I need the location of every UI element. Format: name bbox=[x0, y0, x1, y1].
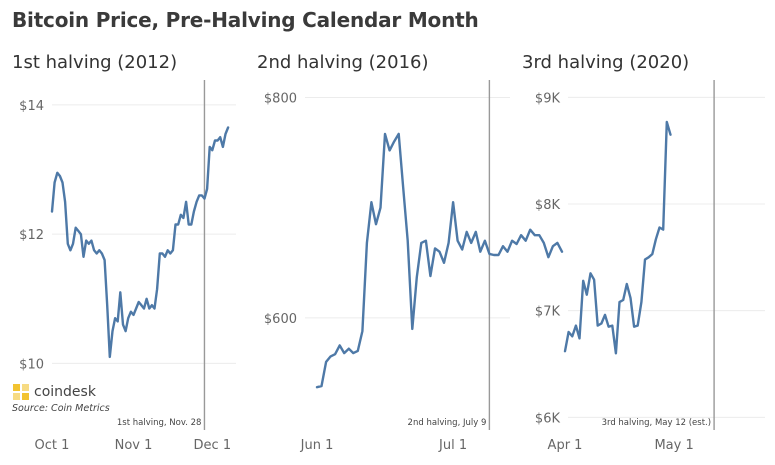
halving-label: 2nd halving, July 9 bbox=[408, 418, 487, 428]
x-tick-label: Jul 1 bbox=[438, 438, 467, 453]
y-tick-label: $14 bbox=[19, 99, 44, 114]
coindesk-logo-icon bbox=[13, 384, 29, 400]
x-tick-label: Apr 1 bbox=[548, 438, 583, 453]
y-tick-label: $6K bbox=[535, 411, 561, 426]
chart-panel-2: $600 $800 Jun 1 Jul 1 2nd halving, July 9 bbox=[264, 80, 564, 453]
panel-title-2020: 3rd halving (2020) bbox=[522, 52, 690, 73]
x-tick-label: Oct 1 bbox=[35, 438, 70, 453]
brand-name: coindesk bbox=[34, 384, 96, 400]
brand-logo: coindesk bbox=[12, 383, 96, 401]
y-tick-label: $12 bbox=[19, 228, 44, 243]
x-tick-label: May 1 bbox=[654, 438, 693, 453]
halving-label: 3rd halving, May 12 (est.) bbox=[602, 418, 712, 428]
y-tick-label: $9K bbox=[535, 91, 561, 106]
y-tick-label: $600 bbox=[264, 312, 297, 327]
x-tick-label: Nov 1 bbox=[115, 438, 153, 453]
y-tick-label: $8K bbox=[535, 198, 561, 213]
x-tick-label: Dec 1 bbox=[194, 438, 232, 453]
chart-main-title: Bitcoin Price, Pre-Halving Calendar Mont… bbox=[12, 8, 479, 32]
chart-panel-1: $10 $12 $14 Oct 1 Nov 1 Dec 1 1st halving, Nov… bbox=[19, 80, 236, 453]
y-tick-label: $800 bbox=[264, 92, 297, 107]
y-tick-label: $10 bbox=[19, 357, 44, 372]
x-tick-label: Jun 1 bbox=[300, 438, 334, 453]
chart-panel-3: $6K $7K $8K $9K Apr 1 May 1 3rd halving, May 1… bbox=[535, 80, 765, 453]
halving-label: 1st halving, Nov. 28 bbox=[117, 418, 202, 428]
panel-title-2012: 1st halving (2012) bbox=[12, 52, 178, 73]
source-note: Source: Coin Metrics bbox=[12, 403, 110, 414]
price-series-line bbox=[50, 126, 230, 359]
panel-title-2016: 2nd halving (2016) bbox=[257, 52, 429, 73]
price-series-line bbox=[563, 120, 672, 355]
price-series-line bbox=[315, 132, 564, 389]
y-tick-label: $7K bbox=[535, 305, 561, 320]
